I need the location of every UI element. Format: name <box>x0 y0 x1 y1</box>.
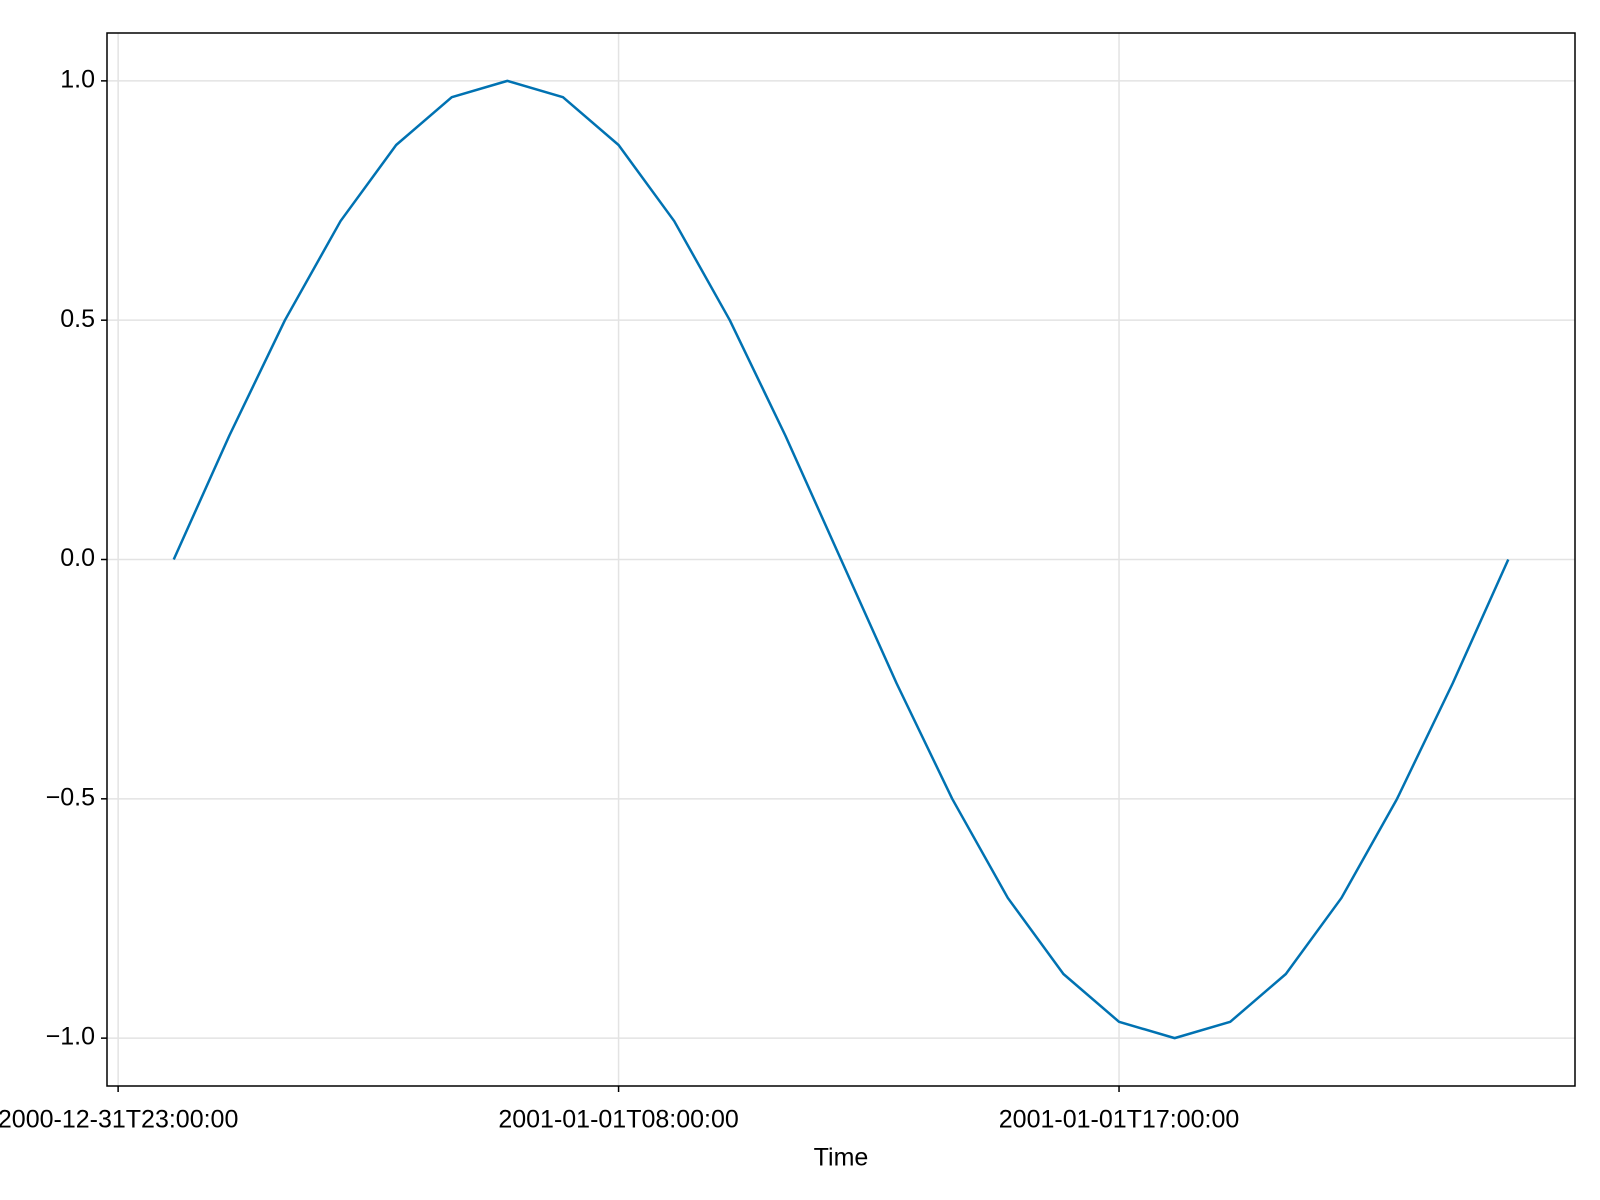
x-tick-label: 2001-01-01T08:00:00 <box>498 1106 738 1134</box>
y-tick-label: 1.0 <box>60 65 95 93</box>
line-series <box>172 79 1510 1040</box>
y-tick-label: 0.5 <box>60 305 95 333</box>
y-tick-label: −0.5 <box>46 783 95 811</box>
x-axis-label: Time <box>814 1144 869 1172</box>
y-tick-label: 0.0 <box>60 544 95 572</box>
x-tick-label: 2000-12-31T23:00:00 <box>0 1106 238 1134</box>
plot-frame <box>106 32 1576 1087</box>
x-tick-label: 2001-01-01T17:00:00 <box>999 1106 1239 1134</box>
y-tick-label: −1.0 <box>46 1023 95 1051</box>
